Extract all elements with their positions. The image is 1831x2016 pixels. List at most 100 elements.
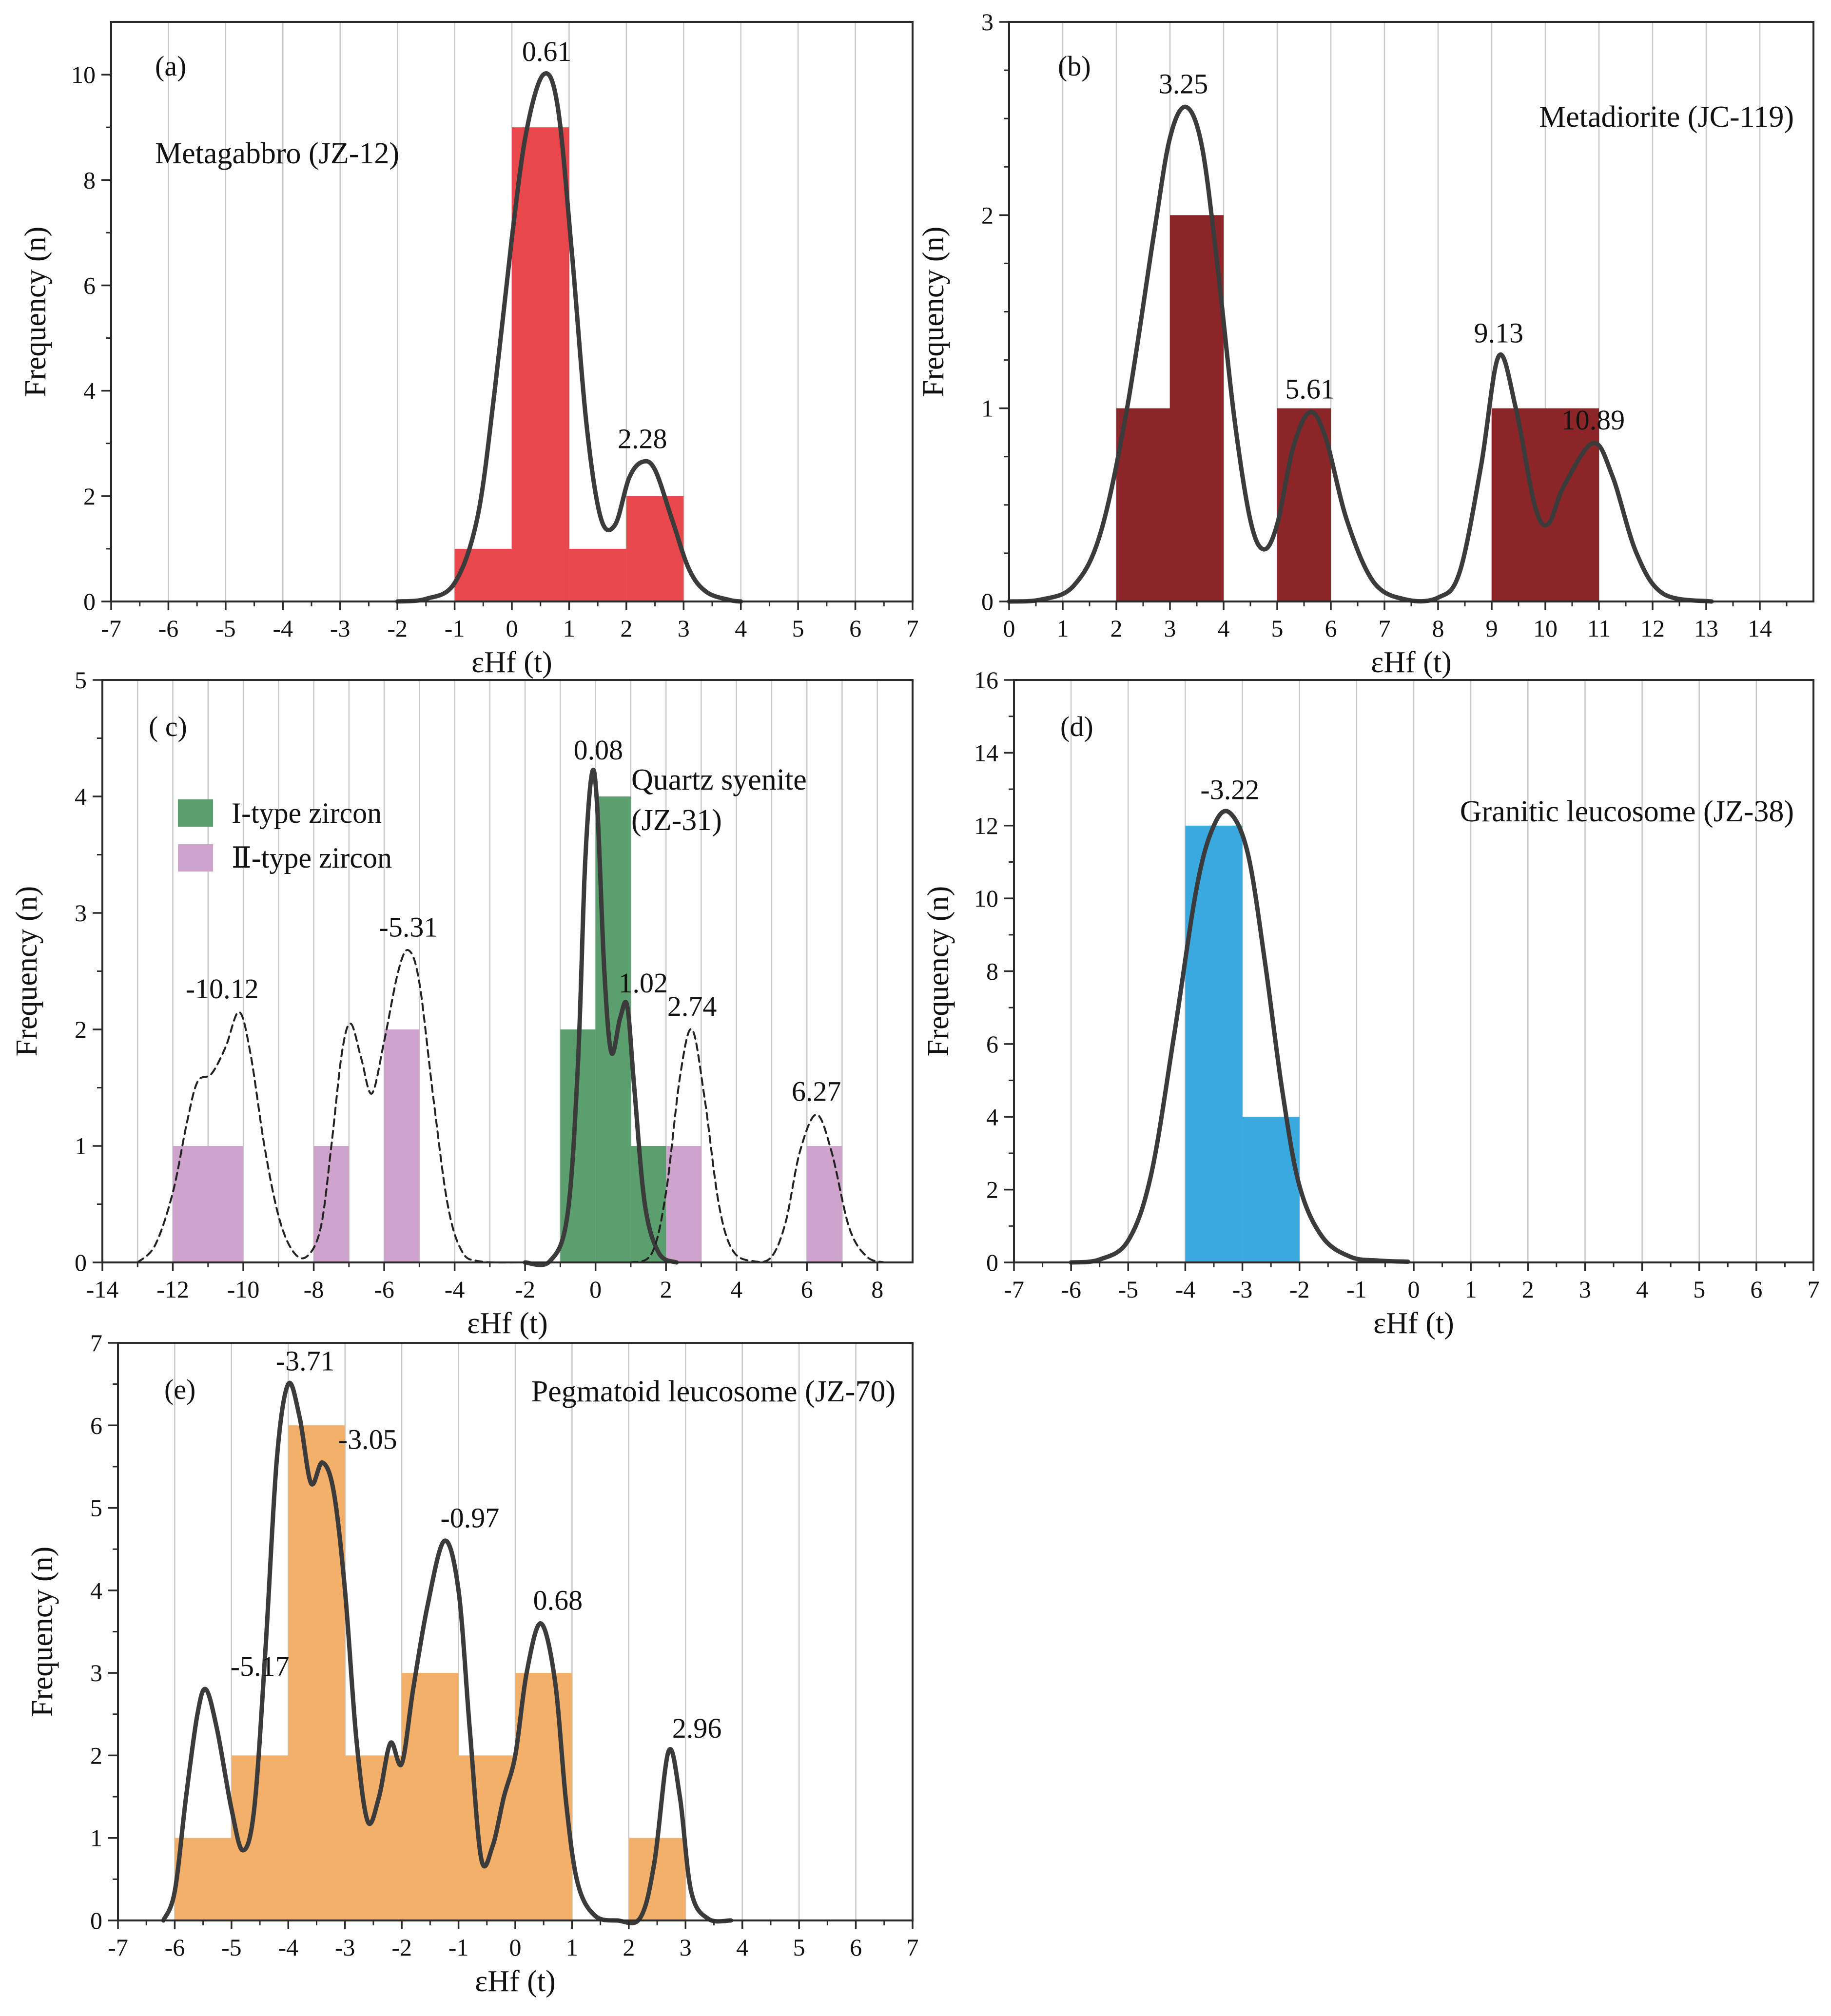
x-tick-label: 5 bbox=[792, 615, 804, 642]
y-tick-label: 7 bbox=[90, 1329, 102, 1357]
panel-e-pegmatoid-leucosome: -7 -6 -5 -4 -3 -2 -1 0 1 2 3 4 5 6 7 0 1 2 3 4 5 6 7 εHf (t) Fre… bbox=[26, 1329, 919, 1998]
y-tick-label: 10 bbox=[974, 885, 998, 912]
y-tick-label: 2 bbox=[981, 201, 993, 229]
peak-value-label: 0.68 bbox=[533, 1585, 583, 1616]
peak-value-label: -10.12 bbox=[186, 973, 259, 1005]
x-tick-label: 0 bbox=[1003, 615, 1015, 642]
x-tick-label: 3 bbox=[1164, 615, 1176, 642]
x-tick-label: -2 bbox=[391, 1934, 412, 1961]
x-tick-label: 3 bbox=[1579, 1276, 1591, 1303]
x-tick-label: -6 bbox=[165, 1934, 185, 1961]
sample-title: Pegmatoid leucosome (JZ-70) bbox=[531, 1375, 896, 1408]
x-tick-label: 8 bbox=[1432, 615, 1444, 642]
histogram-bar bbox=[173, 1146, 244, 1262]
sample-title: Granitic leucosome (JZ-38) bbox=[1460, 795, 1794, 828]
x-tick-label: -14 bbox=[86, 1276, 119, 1303]
x-tick-label: 7 bbox=[1379, 615, 1391, 642]
y-tick-label: 0 bbox=[986, 1249, 998, 1276]
x-tick-label: 2 bbox=[1522, 1276, 1534, 1303]
x-tick-label: 4 bbox=[736, 1934, 748, 1961]
y-tick-label: 5 bbox=[90, 1494, 102, 1522]
x-tick-label: -1 bbox=[448, 1934, 469, 1961]
x-tick-label: 6 bbox=[1750, 1276, 1762, 1303]
legend-label: Ⅱ-type zircon bbox=[232, 842, 392, 874]
x-tick-label: -4 bbox=[273, 615, 293, 642]
y-tick-label: 2 bbox=[83, 483, 96, 510]
peak-value-label: 10.89 bbox=[1561, 404, 1625, 436]
x-tick-label: 4 bbox=[730, 1276, 742, 1303]
peak-value-label: 0.08 bbox=[574, 734, 623, 766]
x-tick-label: 1 bbox=[1057, 615, 1069, 642]
y-tick-label: 0 bbox=[90, 1907, 102, 1934]
x-tick-label: 2 bbox=[660, 1276, 672, 1303]
histogram-bar bbox=[1545, 408, 1599, 601]
x-axis-title: εHf (t) bbox=[475, 1965, 555, 1998]
y-tick-label: 8 bbox=[986, 958, 998, 985]
x-tick-label: 6 bbox=[801, 1276, 813, 1303]
peak-value-label: -3.71 bbox=[276, 1345, 335, 1377]
y-tick-label: 3 bbox=[90, 1659, 102, 1686]
peak-value-label: 3.25 bbox=[1159, 68, 1208, 99]
x-tick-label: -3 bbox=[330, 615, 351, 642]
x-tick-label: 10 bbox=[1533, 615, 1558, 642]
y-tick-label: 0 bbox=[83, 588, 96, 615]
histogram-bar bbox=[345, 1755, 402, 1920]
density-curve bbox=[136, 949, 526, 1264]
y-tick-label: 14 bbox=[974, 739, 998, 766]
x-tick-label: 14 bbox=[1748, 615, 1772, 642]
y-tick-label: 4 bbox=[83, 377, 96, 405]
x-tick-label: 4 bbox=[735, 615, 747, 642]
x-tick-label: 7 bbox=[907, 615, 919, 642]
y-tick-label: 3 bbox=[981, 8, 993, 36]
density-curve bbox=[1069, 809, 1410, 1265]
x-tick-label: -12 bbox=[156, 1276, 189, 1303]
y-tick-label: 6 bbox=[986, 1030, 998, 1058]
density-curve bbox=[629, 1028, 886, 1263]
histogram-bar bbox=[175, 1838, 232, 1920]
x-tick-label: 11 bbox=[1587, 615, 1611, 642]
x-tick-label: -3 bbox=[335, 1934, 355, 1961]
x-tick-label: -2 bbox=[1289, 1276, 1310, 1303]
peak-value-label: -3.22 bbox=[1200, 774, 1259, 806]
x-tick-label: 8 bbox=[871, 1276, 883, 1303]
histogram-bar bbox=[807, 1146, 842, 1262]
x-tick-label: -8 bbox=[304, 1276, 324, 1303]
x-tick-label: -4 bbox=[1175, 1276, 1196, 1303]
x-tick-label: -1 bbox=[445, 615, 465, 642]
x-tick-label: -6 bbox=[374, 1276, 394, 1303]
histogram-bar bbox=[1170, 215, 1224, 601]
x-tick-label: -7 bbox=[108, 1934, 128, 1961]
sample-title: Metadiorite (JC-119) bbox=[1539, 100, 1794, 134]
y-axis-title: Frequency (n) bbox=[10, 886, 43, 1056]
x-tick-label: 6 bbox=[850, 1934, 862, 1961]
panel-label: (b) bbox=[1058, 50, 1091, 82]
x-tick-label: 1 bbox=[1465, 1276, 1477, 1303]
x-tick-label: -6 bbox=[158, 615, 179, 642]
y-tick-label: 4 bbox=[90, 1577, 102, 1604]
x-axis-title: εHf (t) bbox=[467, 1307, 547, 1340]
peak-value-label: 1.02 bbox=[618, 967, 668, 999]
x-tick-label: 6 bbox=[1325, 615, 1337, 642]
histogram-bar bbox=[231, 1755, 289, 1920]
x-tick-label: 2 bbox=[623, 1934, 635, 1961]
x-tick-label: 13 bbox=[1694, 615, 1718, 642]
density-curve bbox=[523, 768, 679, 1267]
y-tick-label: 12 bbox=[974, 812, 998, 839]
x-tick-label: 0 bbox=[589, 1276, 602, 1303]
x-tick-label: -6 bbox=[1061, 1276, 1081, 1303]
peak-value-label: -5.17 bbox=[231, 1650, 290, 1682]
x-tick-label: 12 bbox=[1640, 615, 1665, 642]
y-tick-label: 3 bbox=[75, 899, 87, 927]
y-tick-label: 4 bbox=[986, 1103, 998, 1130]
y-tick-label: 10 bbox=[71, 61, 96, 88]
histogram-bar bbox=[666, 1146, 701, 1262]
x-tick-label: -10 bbox=[227, 1276, 260, 1303]
x-tick-label: 5 bbox=[793, 1934, 805, 1961]
y-tick-label: 1 bbox=[90, 1824, 102, 1852]
x-tick-label: -4 bbox=[445, 1276, 465, 1303]
peak-value-label: 0.61 bbox=[522, 36, 572, 67]
x-axis-title: εHf (t) bbox=[471, 646, 552, 679]
